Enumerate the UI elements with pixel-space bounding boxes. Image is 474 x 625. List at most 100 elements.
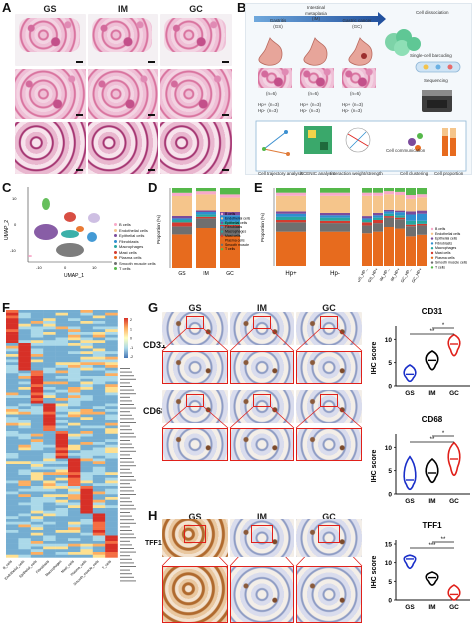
- panel-h-row-tff1: TFF1: [145, 540, 162, 547]
- heatmap-cell: [18, 530, 31, 533]
- heatmap-cell: [43, 312, 56, 316]
- heatmap-cell: [43, 477, 56, 481]
- heatmap-cell: [92, 510, 106, 514]
- heatmap-cell: [80, 310, 93, 313]
- heatmap-cell: [43, 326, 56, 330]
- violin-ytick-label: 5: [388, 579, 392, 586]
- heatmap-cell: [18, 516, 31, 520]
- heatmap-cell: [92, 436, 106, 440]
- heatmap-cell: [6, 486, 19, 489]
- heatmap-cell: [80, 475, 93, 478]
- heatmap-cell: [6, 527, 19, 531]
- heatmap-cell: [6, 439, 19, 443]
- heatmap-cell: [92, 502, 106, 506]
- heatmap-cell: [92, 508, 106, 511]
- panel-h-zoom-box-c2: [251, 525, 273, 543]
- heatmap-cell: [30, 384, 44, 388]
- svgE2-bar-GC_HP+-plasma-cells: [417, 234, 427, 266]
- heatmap-cell: [18, 532, 31, 536]
- panel-label-b: B: [237, 0, 247, 15]
- umap-legend-swatch: [114, 228, 117, 232]
- heatmap-cell: [18, 469, 31, 473]
- heatmap-cell: [80, 499, 93, 503]
- heatmap-cell: [55, 483, 69, 487]
- heatmap-cell: [18, 477, 31, 481]
- heatmap-cell: [55, 376, 69, 379]
- heatmap-cell: [92, 554, 106, 558]
- heatmap-row-label-mark: [120, 544, 132, 546]
- heatmap-cell: [30, 362, 44, 366]
- heatmap-cell: [55, 411, 69, 415]
- heatmap-cell: [105, 395, 118, 399]
- svgE2-bar-GS_HP_-smooth-muscle-cells: [362, 225, 372, 234]
- heatmap-cell: [92, 455, 106, 459]
- heatmap-cell: [68, 431, 81, 434]
- heatmap-cell: [92, 425, 106, 429]
- heatmap-cell: [30, 538, 44, 542]
- heatmap-cell: [30, 420, 44, 423]
- heatmap-cell: [43, 532, 56, 536]
- heatmap-cell: [30, 450, 44, 454]
- violin-tff1-im: [425, 571, 439, 586]
- heatmap-cell: [6, 436, 19, 440]
- heatmap-cell: [92, 334, 106, 338]
- svgE2-legend-label: B cells: [435, 227, 446, 231]
- b-hp-n: (n=3): [267, 107, 278, 113]
- heatmap-cell: [92, 321, 106, 324]
- umap-cluster-b-cells: [28, 255, 32, 257]
- heatmap-cell: [6, 464, 19, 467]
- panel-g-zoom-box-r3-c1: [186, 394, 204, 407]
- svgE2-bar-IM_HP+-b-cells: [395, 191, 405, 196]
- heatmap-cell: [6, 411, 19, 415]
- heatmap-cell: [43, 425, 56, 429]
- heatmap-cell: [30, 464, 44, 467]
- heatmap-cell: [6, 513, 19, 517]
- heatmap-cell: [43, 381, 56, 385]
- heatmap-cell: [43, 494, 56, 498]
- heatmap-cell: [105, 321, 118, 324]
- heatmap-cell: [68, 530, 81, 533]
- panel-g-image-r4-c1: [162, 428, 228, 461]
- heatmap-cell: [92, 422, 106, 426]
- heatmap-cell: [55, 332, 69, 335]
- heatmap-cell: [105, 359, 118, 363]
- heatmap-row-label-mark: [120, 472, 132, 474]
- heatmap-cell: [43, 444, 56, 448]
- heatmap-cell: [105, 494, 118, 498]
- heatmap-scale-tick: -2: [130, 355, 133, 359]
- panel-a-col-gs: GS: [43, 4, 57, 14]
- heatmap-cell: [6, 447, 19, 451]
- heatmap-row-label-mark: [120, 404, 134, 405]
- heatmap-row-label-mark: [120, 476, 134, 477]
- heatmap-cell: [30, 436, 44, 440]
- heatmap-cell: [30, 373, 44, 377]
- heatmap-cell: [18, 554, 31, 558]
- heatmap-cell: [105, 549, 118, 553]
- umap-xlabel: UMAP_1: [64, 273, 84, 279]
- heatmap-cell: [105, 464, 118, 467]
- svgD-bar-GC-endothelial-cells: [220, 197, 240, 212]
- svgE2-bar-GS_HP_-endothelial-cells: [362, 195, 372, 217]
- heatmap-cell: [18, 356, 31, 360]
- svgE2-legend-label: Smooth muscle cells: [435, 261, 467, 265]
- svgD-legend-swatch: [220, 217, 224, 220]
- heatmap-cell: [6, 389, 19, 393]
- heatmap-cell: [92, 491, 106, 495]
- b-hp-label: Hp-: [342, 107, 350, 113]
- heatmap-cell: [105, 315, 118, 319]
- heatmap-cell: [80, 409, 93, 412]
- heatmap-cell: [30, 387, 44, 390]
- heatmap-cell: [68, 458, 81, 462]
- violin-xtick-gc: GC: [449, 604, 459, 611]
- heatmap-cell: [80, 326, 93, 330]
- heatmap-cell: [30, 370, 44, 374]
- heatmap-cell: [92, 351, 106, 355]
- heatmap-cell: [30, 486, 44, 489]
- umap-legend-swatch: [114, 223, 117, 226]
- heatmap-row-label-mark: [120, 526, 130, 528]
- heatmap-cell: [6, 442, 19, 445]
- heatmap-cell: [6, 403, 19, 407]
- heatmap-cell: [43, 384, 56, 388]
- heatmap-cell: [30, 546, 44, 550]
- heatmap-cell: [18, 367, 31, 371]
